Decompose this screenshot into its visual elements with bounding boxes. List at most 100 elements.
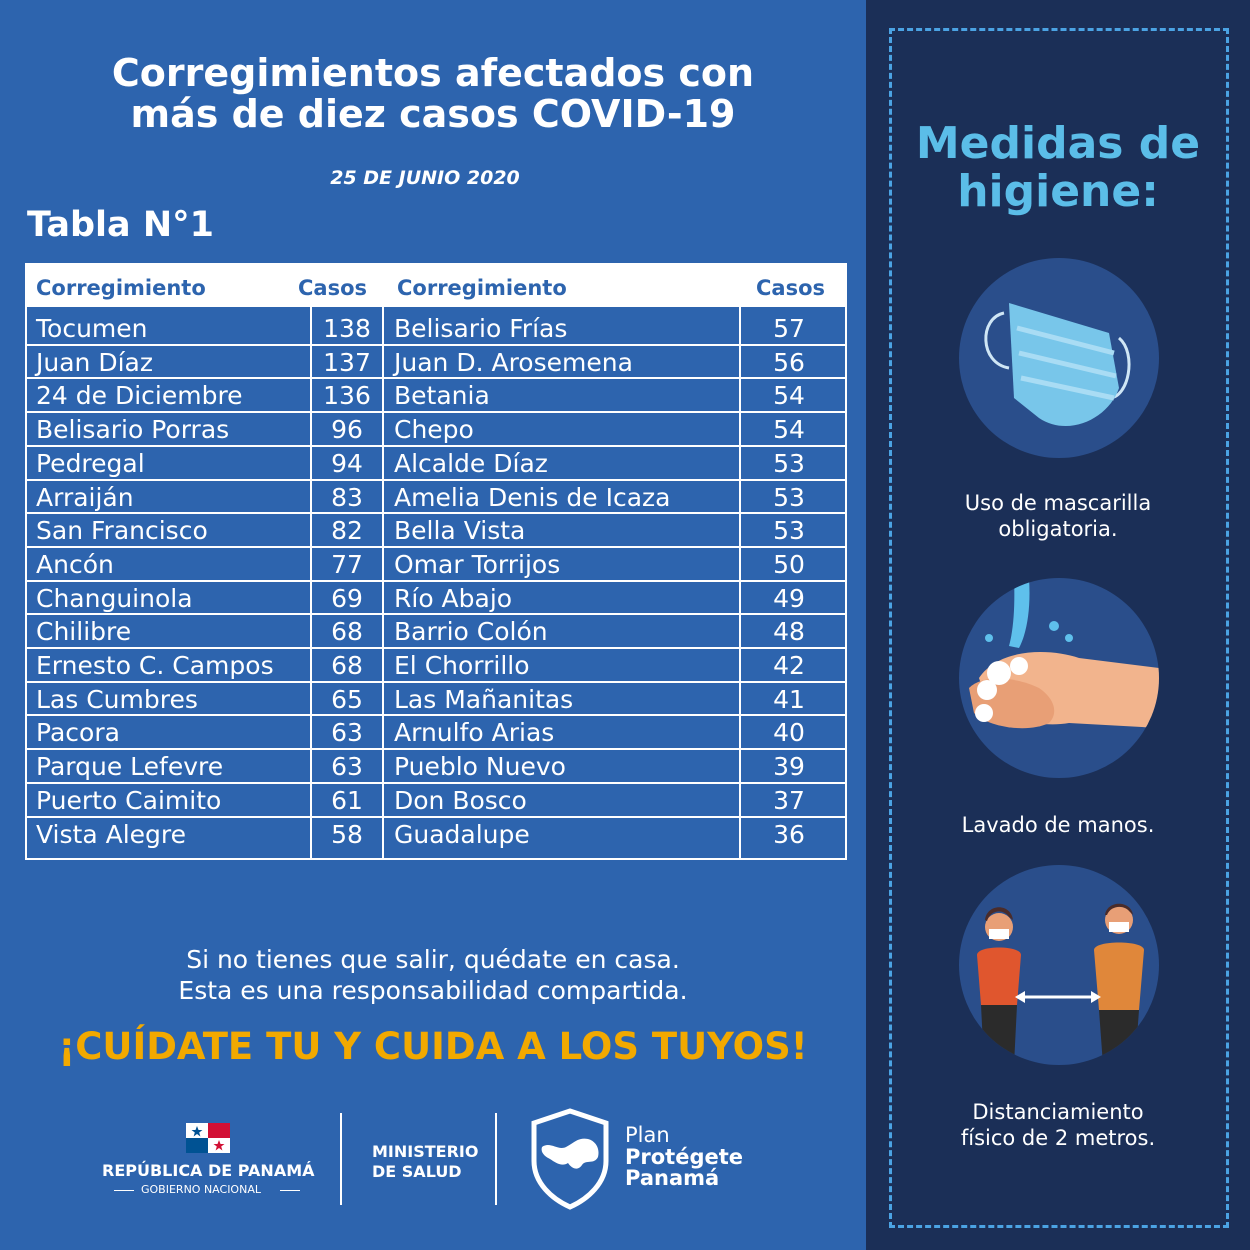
corregimiento-name: Ernesto C. Campos [36,651,274,680]
case-count: 53 [773,516,805,546]
page-title-line1: Corregimientos afectados con [111,51,755,95]
government-label: GOBIERNO NACIONAL [141,1183,261,1196]
case-count: 63 [331,752,363,782]
column-divider [310,307,312,860]
header-corregimiento-right: Corregimiento [397,276,567,300]
row-divider [25,478,847,481]
case-count: 56 [773,347,805,377]
case-count: 83 [331,482,363,512]
case-count: 58 [331,819,363,849]
case-count: 36 [773,819,805,849]
corregimiento-name: Omar Torrijos [394,549,561,579]
decorative-rule [114,1190,134,1191]
row-divider [25,815,847,818]
message-line2: Esta es una responsabilidad compartida. [178,976,688,1005]
face-mask-icon [984,303,1131,427]
corregimiento-name: Juan D. Arosemena [394,347,633,377]
main-panel: Corregimientos afectados con más de diez… [0,51,866,1215]
case-count: 69 [331,583,363,613]
corregimiento-name: Chepo [394,415,474,445]
column-divider [382,307,384,860]
table-header: Corregimiento Casos Corregimiento Casos [25,263,847,307]
logo-bar: REPÚBLICA DE PANAMÁ GOBIERNO NACIONAL MI… [0,1105,866,1215]
plan-label-line1: Plan [625,1123,670,1147]
row-divider [25,748,847,751]
case-count: 138 [323,314,371,343]
header-casos-left: Casos [298,276,368,300]
row-divider [25,512,847,515]
case-count: 57 [773,314,805,343]
corregimiento-name: Alcalde Díaz [394,448,548,478]
table-label: Tabla N°1 [27,205,214,245]
corregimiento-name: Vista Alegre [36,819,186,849]
case-count: 53 [773,448,805,478]
corregimiento-name: Betania [394,381,490,411]
hygiene-title-line1: Medidas de [915,118,1201,169]
corregimiento-name: Guadalupe [394,819,530,849]
dashed-frame [889,28,1229,1228]
corregimiento-name: Bella Vista [394,516,526,546]
case-count: 68 [331,617,363,647]
case-count: 54 [773,415,805,445]
case-count: 77 [331,549,363,579]
shield-logo-icon [531,1108,609,1210]
corregimiento-name: Don Bosco [394,785,527,815]
logo-divider [340,1113,342,1205]
panama-flag-icon [186,1123,230,1153]
corregimiento-name: Puerto Caimito [36,785,222,815]
logo-divider [495,1113,497,1205]
case-count: 49 [773,583,805,613]
row-divider [25,411,847,414]
slogan: ¡CUÍDATE TU Y CUIDA A LOS TUYOS! [58,1025,808,1068]
table-body [25,307,847,860]
corregimiento-name: Pacora [36,718,120,748]
case-count: 65 [331,684,363,714]
row-divider [25,377,847,380]
case-count: 137 [323,347,371,377]
cases-table: Corregimiento Casos Corregimiento Casos … [25,263,847,860]
corregimiento-name: Changuinola [36,583,193,613]
corregimiento-name: Chilibre [36,617,132,647]
distancing-caption-line1: Distanciamiento [972,1100,1144,1124]
case-count: 68 [331,651,363,680]
corregimiento-name: Belisario Porras [36,415,230,445]
row-divider [25,714,847,717]
corregimiento-name: El Chorrillo [394,651,530,680]
case-count: 82 [331,516,363,546]
corregimiento-name: Barrio Colón [394,617,548,647]
ministry-label-line2: DE SALUD [372,1162,462,1181]
corregimiento-name: Pueblo Nuevo [394,752,566,782]
case-count: 136 [323,381,371,411]
plan-label-line3: Panamá [625,1166,720,1190]
corregimiento-name: Amelia Denis de Icaza [394,482,671,512]
case-count: 96 [331,415,363,445]
corregimiento-name: Arraiján [36,482,134,512]
case-count: 42 [773,651,805,680]
decorative-rule [280,1190,300,1191]
corregimiento-name: Parque Lefevre [36,752,224,782]
social-distancing-icon [977,903,1144,1065]
row-divider [25,781,847,784]
hygiene-title-line2: higiene: [957,166,1159,217]
hand-washing-caption: Lavado de manos. [961,813,1155,837]
ministry-label-line1: MINISTERIO [372,1142,479,1161]
corregimiento-name: Juan Díaz [36,347,153,377]
hand-washing-icon [969,578,1159,729]
corregimiento-name: Pedregal [36,448,145,478]
row-divider [25,680,847,683]
case-count: 50 [773,549,805,579]
row-divider [25,545,847,548]
case-count: 48 [773,617,805,647]
case-count: 63 [331,718,363,748]
case-count: 53 [773,482,805,512]
corregimiento-name: Las Cumbres [36,684,198,714]
mask-caption-line1: Uso de mascarilla [964,491,1152,515]
corregimiento-name: Arnulfo Arias [394,718,555,748]
corregimiento-name: Las Mañanitas [394,684,574,714]
header-corregimiento-left: Corregimiento [36,276,206,300]
case-count: 94 [331,448,363,478]
case-count: 61 [331,785,363,815]
page-title-line2: más de diez casos COVID-19 [130,92,736,136]
corregimiento-name: 24 de Diciembre [36,381,243,411]
message-line1: Si no tienes que salir, quédate en casa. [186,945,680,974]
